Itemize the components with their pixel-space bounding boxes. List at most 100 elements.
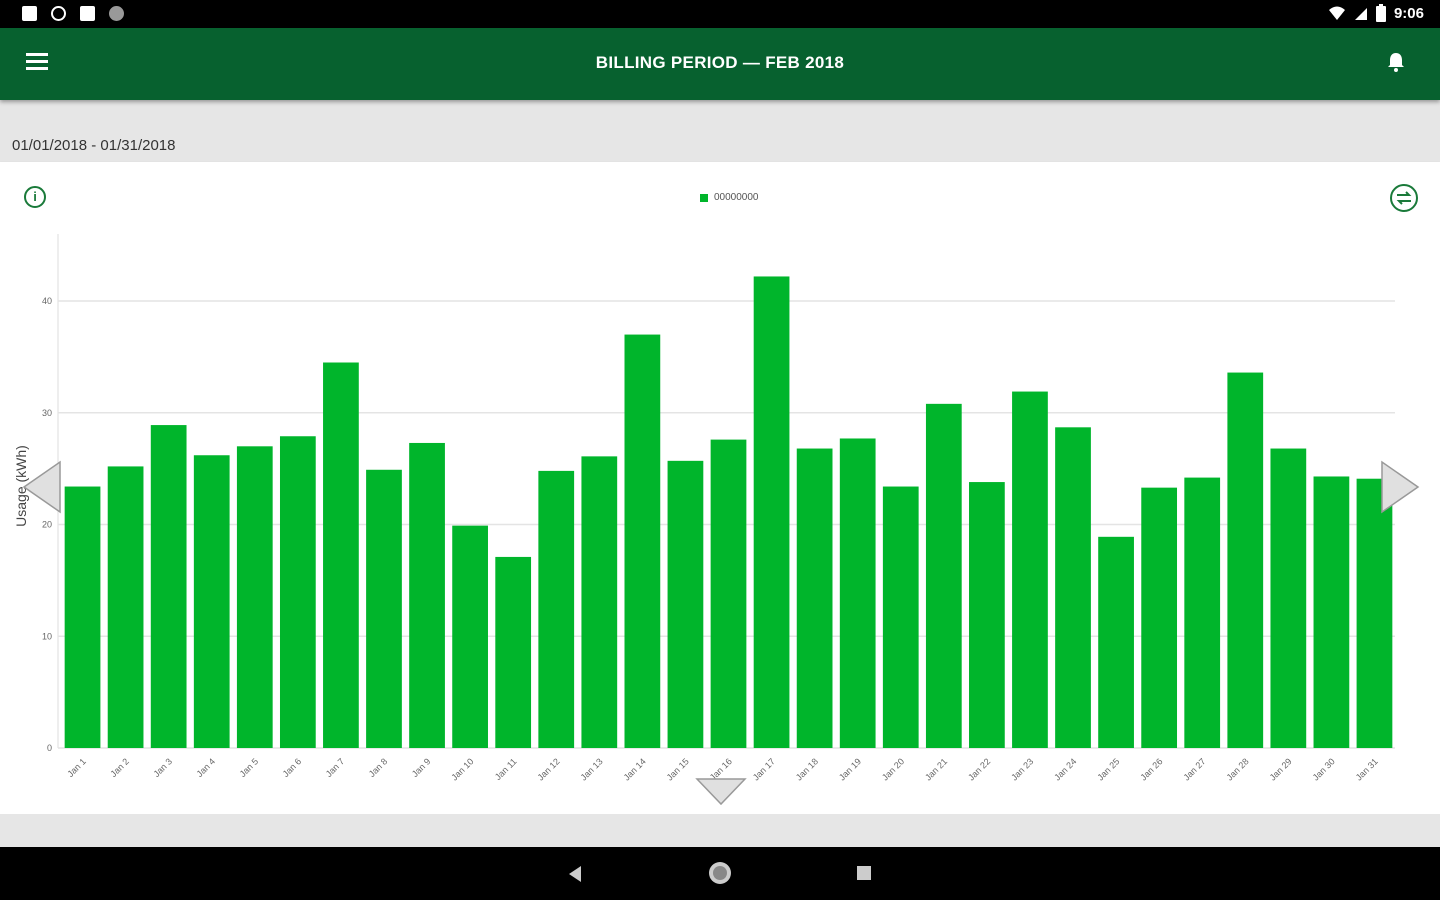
usage-bar[interactable] (581, 456, 618, 748)
x-tick-label: Jan 6 (281, 756, 304, 779)
usage-bar[interactable] (452, 525, 488, 748)
x-tick-label: Jan 19 (837, 756, 863, 782)
app-bar: BILLING PERIOD — FEB 2018 (0, 28, 1440, 100)
y-tick-label: 20 (42, 520, 52, 530)
x-tick-label: Jan 31 (1354, 756, 1380, 782)
bell-icon (1388, 53, 1404, 72)
x-tick-label: Jan 14 (622, 756, 648, 782)
system-indicators: 9:06 (1328, 4, 1424, 22)
x-tick-label: Jan 12 (535, 756, 561, 782)
x-tick-label: Jan 27 (1181, 756, 1207, 782)
usage-bar[interactable] (1313, 476, 1350, 748)
usage-bar[interactable] (495, 556, 532, 748)
x-tick-label: Jan 2 (108, 756, 131, 779)
x-tick-label: Jan 24 (1052, 756, 1078, 782)
chart-legend[interactable]: 00000000 (700, 192, 759, 203)
usage-bar[interactable] (882, 486, 919, 748)
usage-bar[interactable] (236, 446, 273, 748)
x-tick-label: Jan 15 (665, 756, 691, 782)
usage-chart-card: i 00000000 0 10 20 30 40 Jan 1 Jan 2 Jan 3 Jan 4… (0, 162, 1440, 814)
recents-button[interactable] (857, 866, 871, 880)
usage-bar[interactable] (150, 425, 187, 748)
billing-date-range: 01/01/2018 - 01/31/2018 (12, 137, 176, 154)
x-tick-label: Jan 9 (410, 756, 433, 779)
x-tick-label: Jan 11 (493, 756, 519, 782)
usage-bar[interactable] (839, 438, 876, 748)
x-tick-label: Jan 25 (1095, 756, 1121, 782)
usage-bar[interactable] (710, 439, 747, 748)
usage-bar[interactable] (193, 455, 230, 748)
compare-button[interactable] (1390, 184, 1418, 212)
y-tick-label: 0 (47, 743, 52, 753)
y-tick-label: 40 (42, 296, 52, 306)
menu-button[interactable] (26, 50, 56, 78)
x-tick-label: Jan 18 (794, 756, 820, 782)
status-bar: 9:06 (0, 0, 1440, 28)
info-button[interactable]: i (24, 186, 46, 208)
usage-bar[interactable] (1141, 487, 1178, 748)
usage-bar[interactable] (323, 362, 359, 749)
notification-icons (22, 6, 124, 21)
page-title: BILLING PERIOD — FEB 2018 (595, 53, 845, 72)
x-tick-label: Jan 30 (1311, 756, 1337, 782)
usage-bar[interactable] (538, 470, 575, 748)
x-tick-label: Jan 22 (966, 756, 992, 782)
x-tick-label: Jan 20 (880, 756, 906, 782)
legend-swatch (700, 193, 708, 202)
usage-bar[interactable] (1356, 478, 1393, 748)
usage-bar[interactable] (925, 403, 962, 748)
status-time: 9:06 (1393, 4, 1424, 22)
x-tick-label: Jan 21 (923, 756, 949, 782)
usage-bar[interactable] (279, 436, 316, 748)
home-button[interactable] (709, 862, 731, 884)
usage-bar[interactable] (1227, 372, 1264, 748)
usage-bar-chart: 0 10 20 30 40 Jan 1 Jan 2 Jan 3 Jan 4 Jan 5 Jan 6 J… (13, 234, 1420, 806)
circle-notification-icon (109, 6, 124, 21)
back-button[interactable] (569, 866, 581, 882)
sd-card-icon (80, 6, 95, 21)
y-axis-label: Usage (kWh) (13, 445, 29, 527)
x-tick-label: Jan 13 (579, 756, 605, 782)
hamburger-icon (26, 53, 48, 56)
y-tick-label: 10 (42, 631, 52, 641)
usage-bar[interactable] (667, 460, 704, 748)
usage-bar[interactable] (1055, 427, 1091, 748)
battery-icon (1375, 4, 1386, 22)
y-tick-label: 30 (42, 408, 52, 418)
bottom-strip (0, 814, 1440, 847)
usage-bar[interactable] (409, 442, 445, 748)
usage-bar[interactable] (969, 482, 1005, 748)
usage-bar[interactable] (366, 469, 402, 748)
next-period-arrow[interactable] (1381, 460, 1420, 514)
usage-bar[interactable] (796, 448, 833, 748)
wifi-icon (1328, 6, 1345, 20)
x-tick-label: Jan 7 (324, 756, 347, 779)
expand-down-arrow[interactable] (695, 778, 747, 806)
info-icon: i (33, 189, 37, 204)
prev-period-arrow[interactable] (22, 460, 61, 514)
x-tick-label: Jan 3 (151, 756, 174, 779)
usage-bar[interactable] (107, 466, 144, 748)
x-tick-label: Jan 26 (1138, 756, 1164, 782)
usage-bar[interactable] (753, 276, 790, 748)
x-tick-label: Jan 17 (751, 756, 777, 782)
notifications-button[interactable] (1384, 50, 1408, 74)
signal-icon (1354, 8, 1367, 20)
x-tick-label: Jan 8 (367, 756, 390, 779)
settings-notification-icon (51, 6, 66, 21)
usage-bar[interactable] (624, 334, 661, 748)
notification-icon (22, 6, 37, 21)
usage-bar[interactable] (1012, 391, 1048, 748)
usage-bar[interactable] (1098, 536, 1134, 748)
x-tick-label: Jan 29 (1268, 756, 1294, 782)
usage-bar[interactable] (64, 486, 101, 748)
x-tick-label: Jan 4 (194, 756, 217, 779)
x-tick-label: Jan 23 (1009, 756, 1035, 782)
x-tick-label: Jan 1 (65, 756, 88, 779)
x-tick-label: Jan 5 (238, 756, 261, 779)
compare-icon (1396, 191, 1412, 205)
legend-label: 00000000 (714, 192, 759, 203)
usage-bar[interactable] (1184, 477, 1221, 748)
usage-bar[interactable] (1270, 448, 1307, 748)
x-tick-label: Jan 28 (1225, 756, 1251, 782)
